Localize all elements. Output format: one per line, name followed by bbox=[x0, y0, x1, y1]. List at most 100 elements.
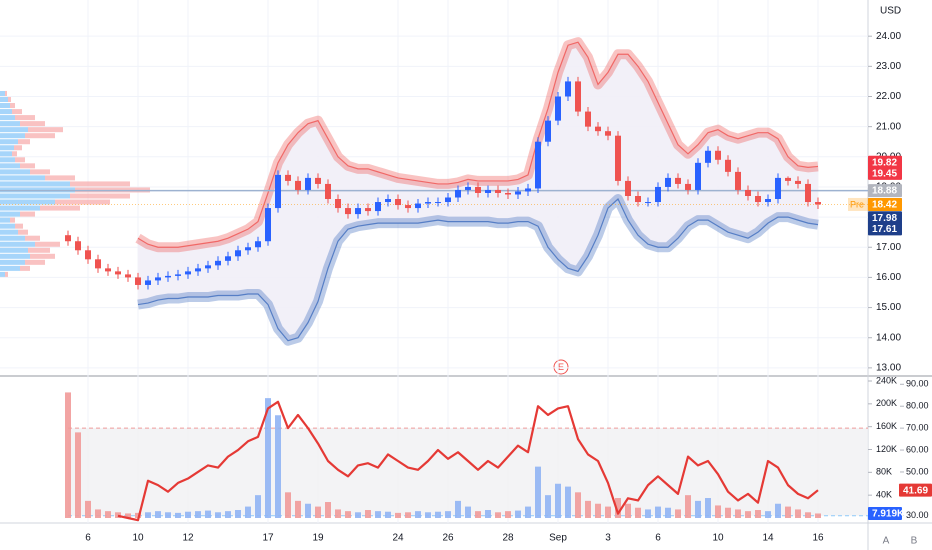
candle-body bbox=[755, 195, 761, 203]
volume-bar bbox=[95, 509, 101, 518]
candle-body bbox=[75, 241, 81, 251]
price-tag: 17.61 bbox=[872, 224, 897, 235]
volume-tick-label: 160K bbox=[876, 421, 897, 431]
profile-down bbox=[40, 205, 80, 211]
rsi-tick-label: 70.00 bbox=[906, 423, 929, 433]
candle-body bbox=[615, 135, 621, 181]
profile-up bbox=[0, 163, 20, 169]
profile-down bbox=[14, 145, 22, 151]
candle-body bbox=[305, 177, 311, 190]
volume-bar bbox=[285, 492, 291, 518]
volume-bar bbox=[135, 512, 141, 518]
candle-body bbox=[445, 197, 451, 203]
scale-button[interactable]: A bbox=[883, 536, 890, 547]
candle-body bbox=[635, 195, 641, 203]
candle-body bbox=[675, 177, 681, 184]
volume-bar bbox=[705, 498, 711, 518]
volume-bar bbox=[755, 510, 761, 518]
candle-body bbox=[765, 199, 771, 203]
volume-bar bbox=[485, 510, 491, 518]
volume-bar bbox=[545, 495, 551, 518]
price-tag-box bbox=[868, 155, 902, 169]
profile-up bbox=[0, 115, 15, 121]
profile-down bbox=[20, 265, 30, 271]
volume-bar bbox=[515, 510, 521, 518]
profile-down bbox=[70, 193, 130, 199]
profile-up bbox=[0, 139, 18, 145]
x-tick-label: 24 bbox=[392, 533, 404, 544]
volume-bar bbox=[395, 512, 401, 518]
volume-tick-label: 40K bbox=[876, 490, 892, 500]
candle-body bbox=[335, 199, 341, 209]
candle-body bbox=[205, 265, 211, 269]
candle-body bbox=[495, 189, 501, 193]
candle-body bbox=[315, 177, 321, 184]
volume-bar bbox=[585, 500, 591, 518]
candle-body bbox=[285, 174, 291, 181]
currency: USD bbox=[880, 6, 901, 17]
volume-bar bbox=[355, 512, 361, 518]
x-tick-label: 26 bbox=[442, 533, 454, 544]
candle-body bbox=[405, 205, 411, 209]
candle-body bbox=[295, 180, 301, 190]
volume-bar bbox=[455, 500, 461, 518]
volume-bar bbox=[185, 511, 191, 518]
candle-body bbox=[135, 277, 141, 285]
volume-bar bbox=[445, 511, 451, 518]
volume-bar bbox=[205, 510, 211, 518]
volume-bar bbox=[605, 506, 611, 518]
profile-up bbox=[0, 259, 25, 265]
x-tick-label: 10 bbox=[132, 533, 144, 544]
volume-bar bbox=[575, 492, 581, 518]
candle-body bbox=[265, 208, 271, 242]
candle-body bbox=[395, 199, 401, 206]
profile-down bbox=[18, 139, 30, 145]
volume-bar bbox=[165, 512, 171, 518]
upper_band-line bbox=[137, 41, 819, 248]
profile-down bbox=[25, 259, 45, 265]
candle-body bbox=[85, 250, 91, 260]
volume-bar bbox=[385, 511, 391, 518]
candle-body bbox=[165, 275, 171, 278]
volume-bar bbox=[525, 506, 531, 518]
volume-bar bbox=[465, 506, 471, 518]
x-tick-label: 6 bbox=[655, 533, 661, 544]
candle-body bbox=[485, 189, 491, 193]
x-tick-label: 16 bbox=[812, 533, 824, 544]
volume-bar bbox=[655, 506, 661, 518]
rsi-last-tag-box bbox=[899, 483, 932, 497]
scale-button[interactable]: B bbox=[911, 536, 918, 547]
volume-bar bbox=[695, 500, 701, 518]
candle-body bbox=[225, 256, 231, 261]
volume-bar bbox=[795, 509, 801, 518]
candle-body bbox=[695, 162, 701, 190]
profile-up bbox=[0, 205, 40, 211]
volume-bar bbox=[65, 392, 71, 518]
profile-up bbox=[0, 247, 28, 253]
price-tag-box bbox=[868, 222, 902, 236]
volume-bar bbox=[595, 503, 601, 518]
profile-down bbox=[12, 109, 22, 115]
candle-body bbox=[455, 189, 461, 198]
candle-body bbox=[325, 183, 331, 200]
candle-body bbox=[465, 186, 471, 190]
volume-bar bbox=[85, 500, 91, 518]
profile-up bbox=[0, 217, 10, 223]
candle-body bbox=[515, 191, 521, 195]
profile-up bbox=[0, 181, 70, 187]
profile-down bbox=[30, 169, 50, 175]
earnings-marker[interactable]: E bbox=[558, 362, 564, 372]
candle-body bbox=[145, 280, 151, 285]
grid bbox=[0, 0, 868, 523]
profile-up bbox=[0, 241, 35, 247]
candle-body bbox=[585, 111, 591, 127]
candle-body bbox=[435, 202, 441, 204]
profile-up bbox=[0, 133, 25, 139]
volume-bar bbox=[295, 500, 301, 518]
candle-body bbox=[705, 150, 711, 163]
rsi-line bbox=[117, 400, 819, 522]
candle-body bbox=[595, 126, 601, 132]
volume-bar bbox=[415, 511, 421, 518]
volume-tick-label: 120K bbox=[876, 444, 897, 454]
candle-body bbox=[795, 180, 801, 184]
